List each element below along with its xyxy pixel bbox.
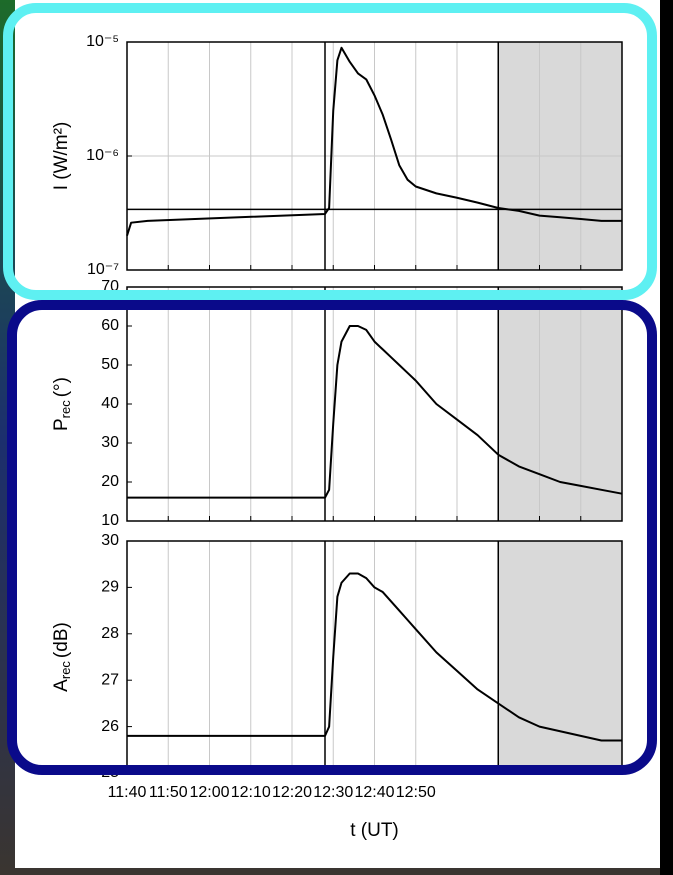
panel-frame: [126, 41, 623, 271]
y-tick-label: 50: [101, 356, 119, 373]
x-tick-label: 12:20: [272, 784, 312, 801]
data-line: [127, 325, 623, 499]
y-axis-label: I (W/m²): [51, 122, 72, 191]
y-tick-label: 10⁻⁵: [86, 33, 119, 50]
shaded-interval: [498, 287, 622, 521]
highlight-frame: [7, 300, 657, 775]
y-tick-label: 20: [101, 473, 119, 490]
y-axis-label-sub: rec: [58, 400, 73, 419]
x-axis-label: t (UT): [350, 820, 399, 841]
y-axis-label-main: A: [51, 679, 72, 692]
x-tick-label: 12:00: [189, 784, 229, 801]
x-tick-label: 12:10: [231, 784, 271, 801]
y-tick-label: 28: [101, 625, 119, 642]
highlight-frame: [3, 3, 657, 300]
y-tick-label: 29: [101, 579, 119, 596]
y-axis-label-main: P: [51, 418, 72, 431]
data-line: [126, 46, 622, 236]
y-tick-label: 30: [101, 434, 119, 451]
y-axis-label-main: I (W/m²): [51, 122, 72, 191]
y-tick-label: 30: [101, 532, 119, 549]
x-tick-label: 12:40: [354, 784, 394, 801]
y-axis-label: Prec (°): [51, 377, 73, 431]
x-tick-label: 11:40: [108, 784, 147, 801]
y-tick-label: 10⁻⁷: [87, 261, 119, 278]
y-tick-label: 26: [101, 718, 119, 735]
y-axis-label-sub: rec: [58, 661, 73, 680]
y-axis-label-unit: (dB): [51, 622, 72, 658]
x-tick-label: 12:50: [396, 784, 436, 801]
y-axis-label: Arec (dB): [51, 622, 73, 692]
plot-area: 10⁻⁷10⁻⁶10⁻⁵I (W/m²)10203040506070Prec(°…: [51, 33, 623, 841]
y-axis-label-unit: (°): [51, 377, 72, 397]
y-tick-label: 10: [101, 512, 119, 529]
y-tick-label: 27: [101, 671, 119, 688]
panel-frame: [126, 286, 623, 522]
x-tick-label: 12:30: [313, 784, 353, 801]
x-tick-label: 11:50: [149, 784, 188, 801]
y-tick-label: 10⁻⁶: [86, 147, 119, 164]
background-strip: [660, 0, 673, 875]
data-line: [127, 572, 622, 742]
y-tick-label: 40: [101, 395, 119, 412]
shaded-interval: [498, 541, 622, 773]
y-tick-label: 60: [101, 317, 119, 334]
